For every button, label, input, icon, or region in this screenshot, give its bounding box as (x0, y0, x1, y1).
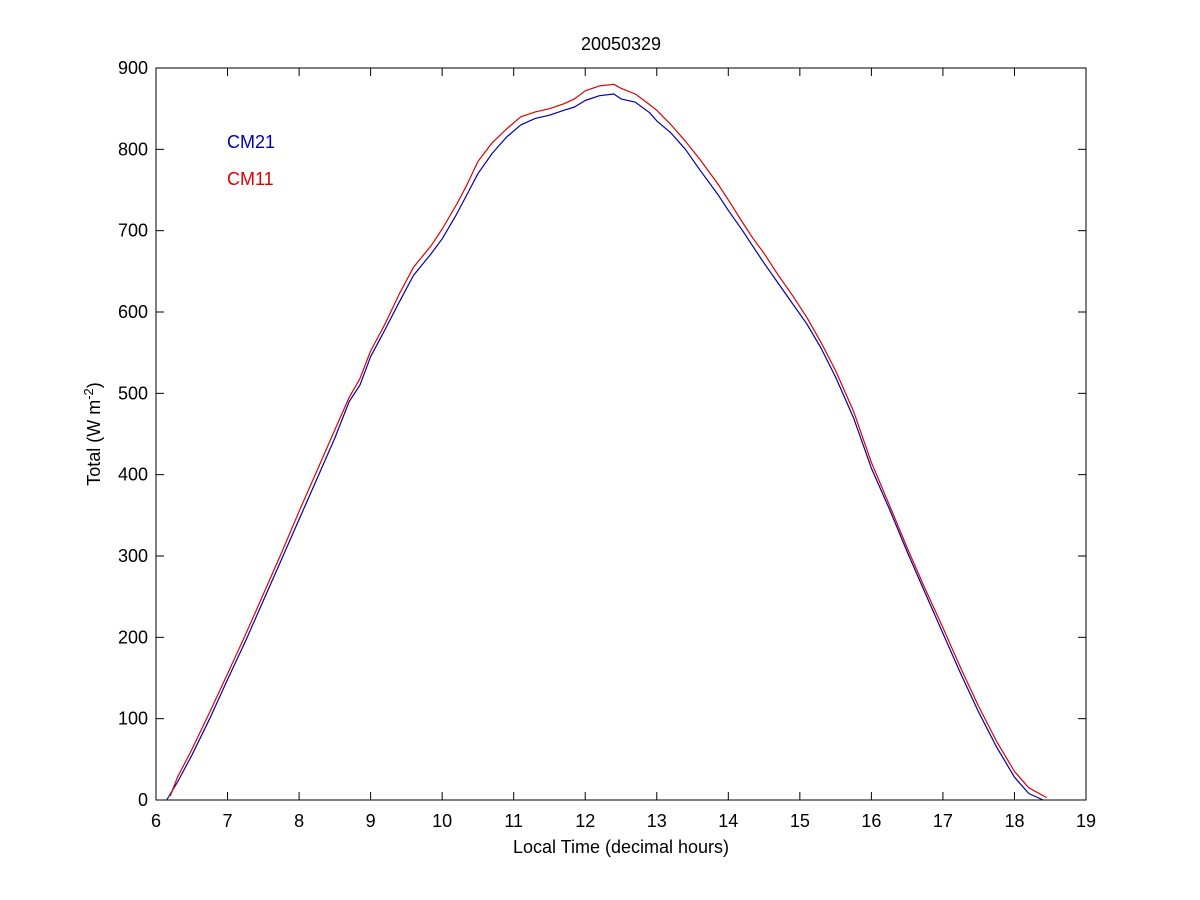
y-tick-label-700: 700 (118, 221, 148, 241)
y-tick-label-0: 0 (138, 790, 148, 810)
y-axis-label: Total (W m-2) (81, 382, 104, 486)
y-tick-label-500: 500 (118, 383, 148, 403)
legend-entry-cm21: CM21 (227, 132, 275, 152)
x-tick-label-8: 8 (294, 811, 304, 831)
series-line-cm11 (169, 83, 1047, 799)
series-layer (166, 83, 1047, 801)
chart-title: 20050329 (581, 34, 661, 54)
x-tick-label-10: 10 (432, 811, 452, 831)
x-tick-label-18: 18 (1004, 811, 1024, 831)
y-tick-label-600: 600 (118, 302, 148, 322)
y-axis-label-base: Total (W m (84, 400, 104, 486)
x-tick-label-6: 6 (151, 811, 161, 831)
x-tick-label-9: 9 (366, 811, 376, 831)
y-axis-label-superscript: -2 (81, 388, 96, 400)
x-tick-label-11: 11 (504, 811, 523, 831)
legend-entry-cm11: CM11 (227, 169, 274, 189)
plot-area (155, 67, 1087, 801)
y-tick-label-400: 400 (118, 465, 148, 485)
y-axis-label-close: ) (84, 382, 104, 388)
x-tick-label-14: 14 (718, 811, 738, 831)
x-axis-label: Local Time (decimal hours) (513, 837, 729, 857)
y-tick-label-200: 200 (118, 627, 148, 647)
y-tick-label-100: 100 (118, 709, 148, 729)
y-tick-label-800: 800 (118, 139, 148, 159)
y-tick-label-900: 900 (118, 58, 148, 78)
x-tick-label-19: 19 (1076, 811, 1096, 831)
x-tick-label-16: 16 (861, 811, 881, 831)
tick-labels: 6 7 8 9 10 11 12 13 14 15 16 17 18 19 0 100 200 300 400 500… (118, 58, 1096, 831)
series-line-cm21 (166, 93, 1044, 801)
x-tick-label-12: 12 (575, 811, 595, 831)
y-tick-label-300: 300 (118, 546, 148, 566)
x-tick-label-7: 7 (223, 811, 233, 831)
x-tick-label-17: 17 (933, 811, 953, 831)
x-tick-label-15: 15 (790, 811, 810, 831)
x-tick-label-13: 13 (647, 811, 667, 831)
axis-ticks (155, 67, 1087, 801)
